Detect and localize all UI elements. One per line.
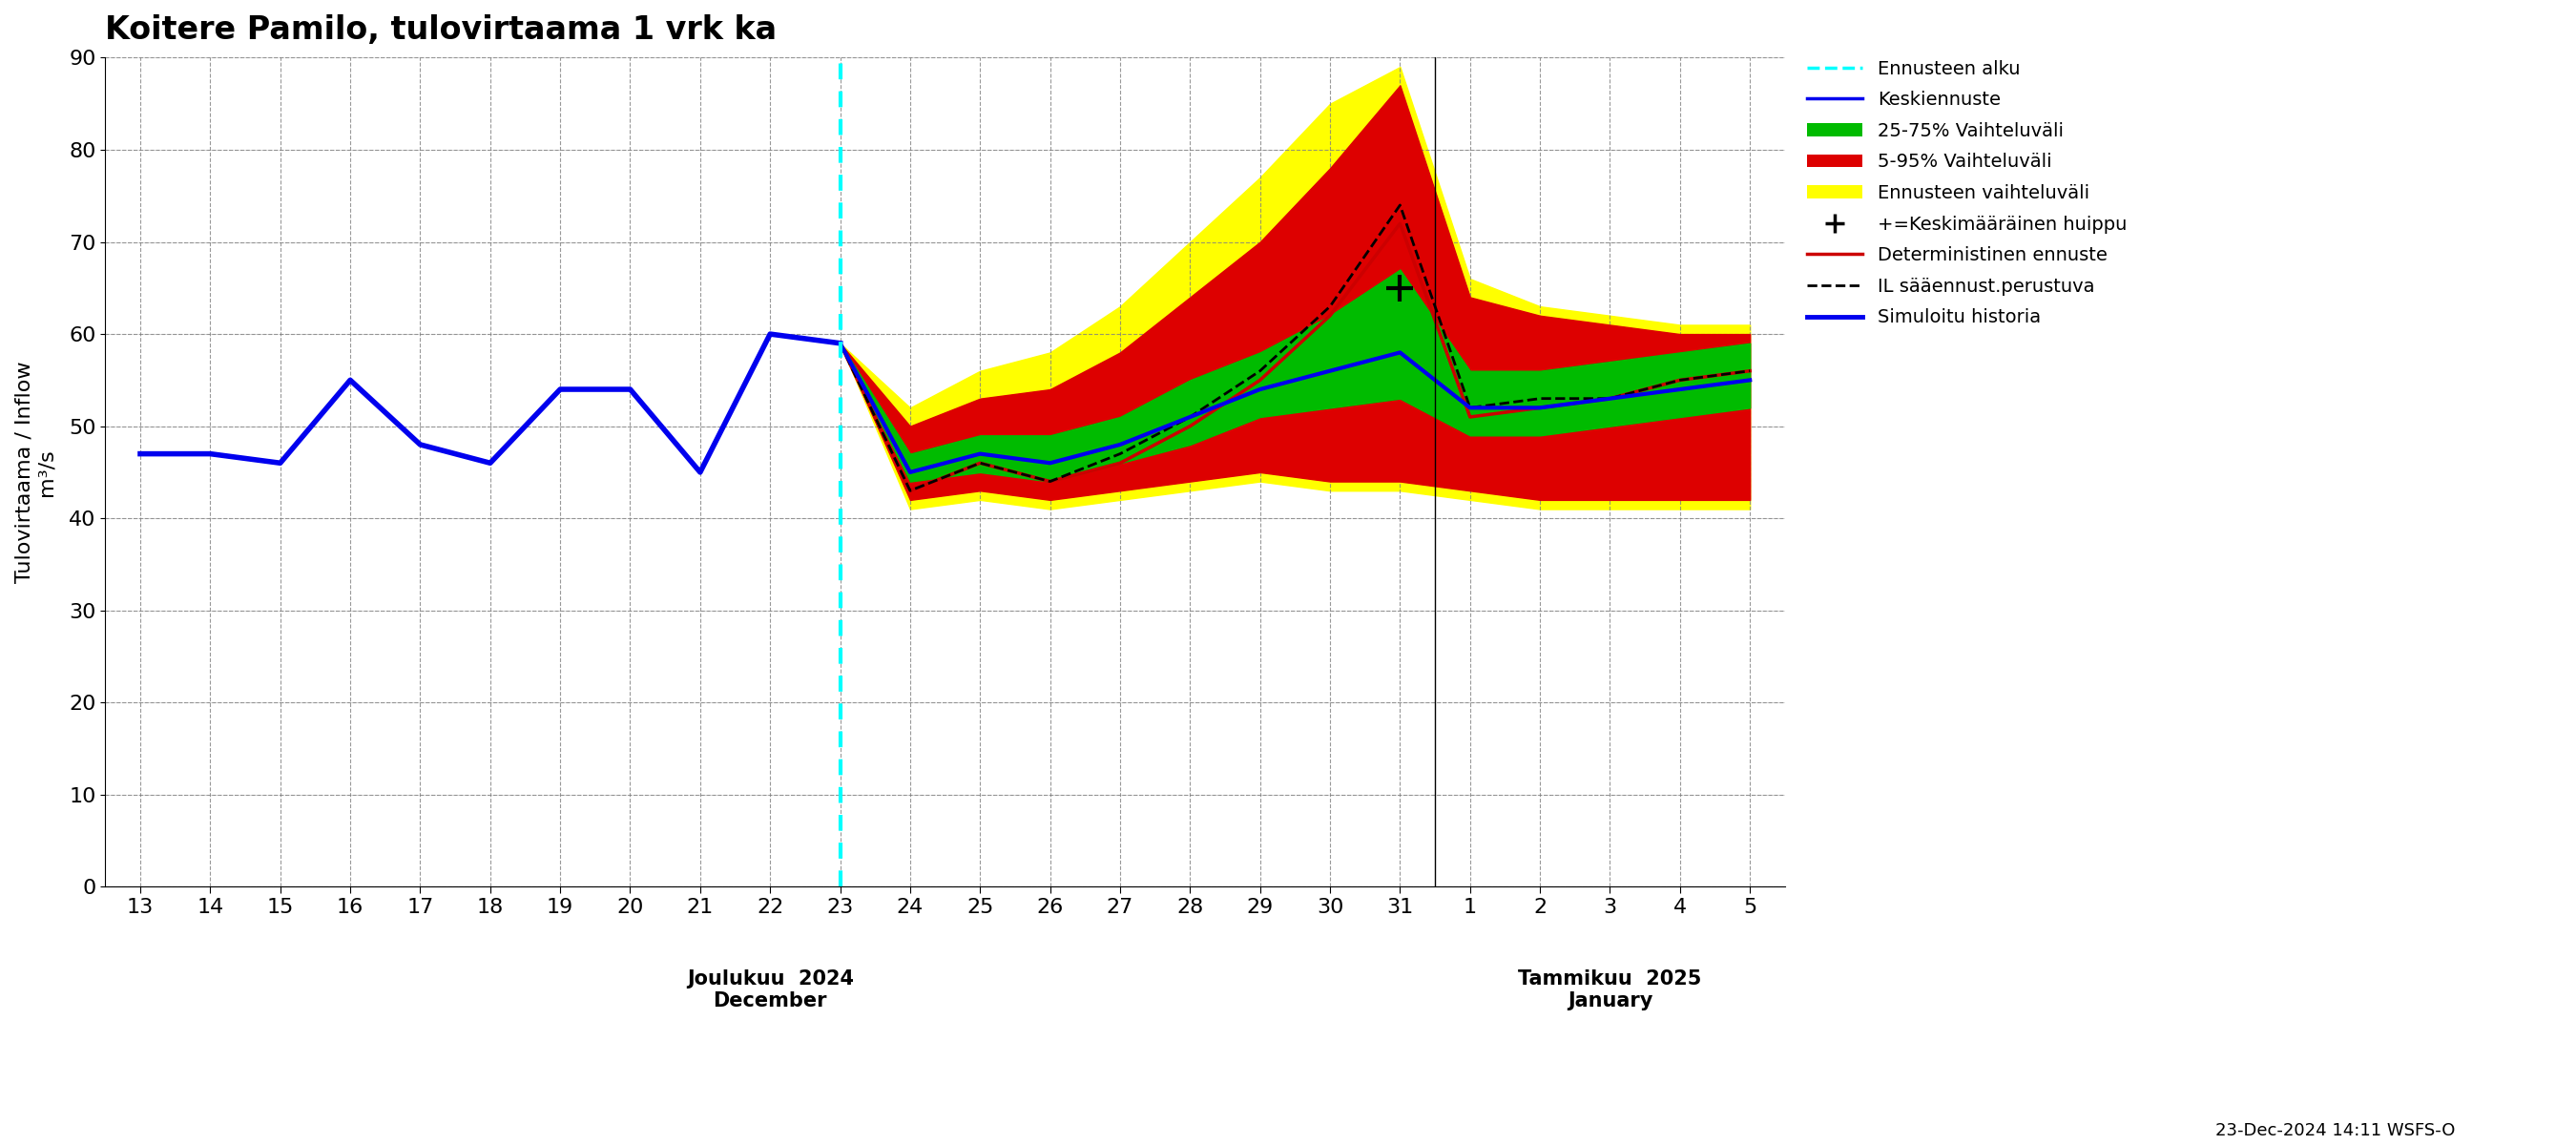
Text: Joulukuu  2024
December: Joulukuu 2024 December [688, 970, 853, 1011]
Text: 23-Dec-2024 14:11 WSFS-O: 23-Dec-2024 14:11 WSFS-O [2215, 1122, 2455, 1139]
Text: Tammikuu  2025
January: Tammikuu 2025 January [1517, 970, 1703, 1011]
Y-axis label: Tulovirtaama / Inflow
m³/s: Tulovirtaama / Inflow m³/s [15, 362, 57, 583]
Text: Koitere Pamilo, tulovirtaama 1 vrk ka: Koitere Pamilo, tulovirtaama 1 vrk ka [106, 14, 778, 46]
Legend: Ennusteen alku, Keskiennuste, 25-75% Vaihteluväli, 5-95% Vaihteluväli, Ennusteen: Ennusteen alku, Keskiennuste, 25-75% Vai… [1798, 50, 2136, 335]
